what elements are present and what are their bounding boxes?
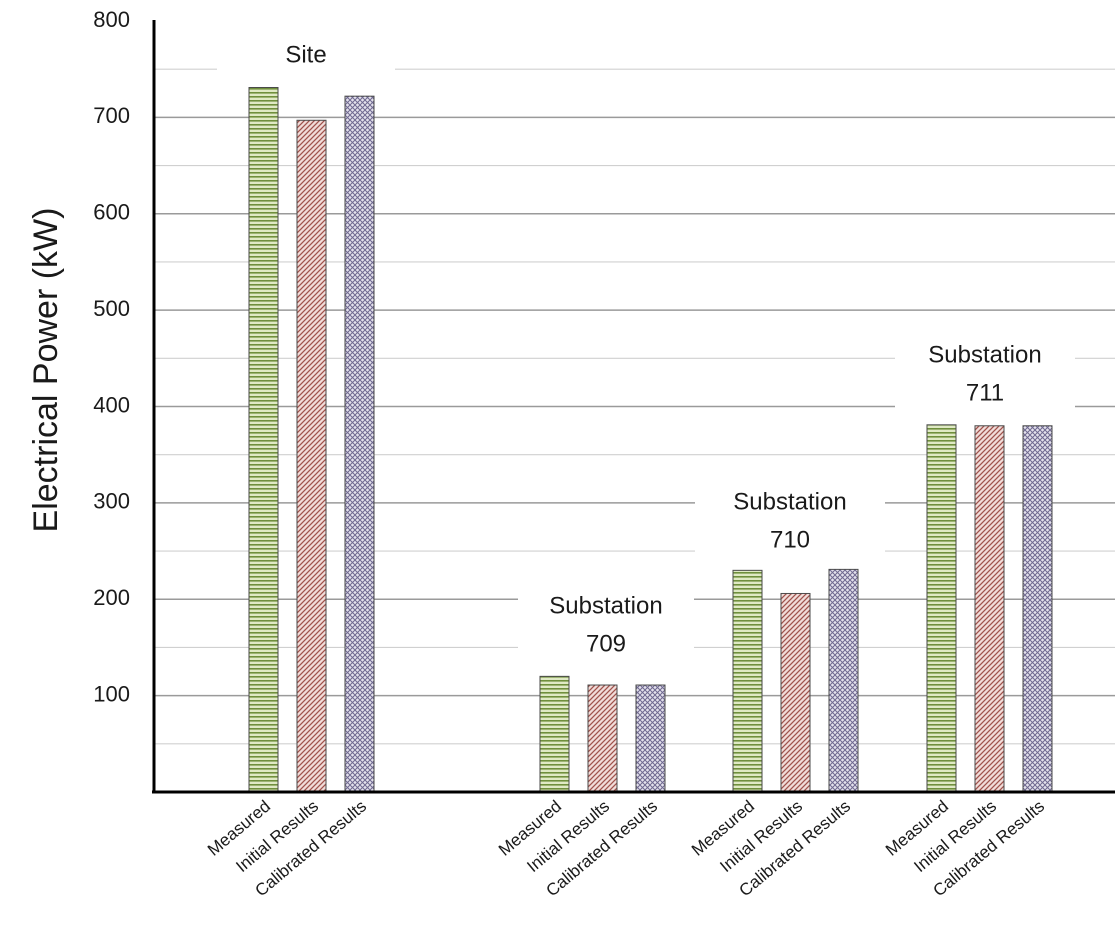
bar-calibrated-results <box>828 568 859 793</box>
group-label-backing <box>518 577 694 667</box>
group-label-backing <box>895 326 1075 416</box>
bar-measured <box>539 675 570 793</box>
group-labels: Site Substation 709 Substation 710 Substation… <box>217 32 1075 667</box>
y-tick-label: 300 <box>93 489 130 514</box>
bar-calibrated-results <box>344 95 375 793</box>
bar-initial-results <box>587 684 618 793</box>
bar-initial-results <box>974 425 1005 793</box>
y-tick-label: 200 <box>93 585 130 610</box>
bar-measured <box>926 424 957 793</box>
group-label-text: 710 <box>770 526 810 553</box>
y-tick-label: 600 <box>93 200 130 225</box>
y-tick-label: 700 <box>93 103 130 128</box>
y-tick-label: 500 <box>93 296 130 321</box>
y-tick-labels: 100 200 300 400 500 600 700 800 <box>93 7 130 707</box>
y-tick-label: 100 <box>93 681 130 706</box>
y-tick-label: 400 <box>93 392 130 417</box>
group-label-backing <box>695 473 885 563</box>
bars <box>248 86 1053 793</box>
group-label-text: 709 <box>586 630 626 657</box>
group-label-backing <box>217 32 395 72</box>
group-label-text: Site <box>285 41 326 68</box>
bar-initial-results <box>780 592 811 793</box>
bar-calibrated-results <box>635 684 666 793</box>
group-label-text: Substation <box>928 341 1041 368</box>
group-label-text: 711 <box>966 379 1004 406</box>
group-label-text: Substation <box>549 592 662 619</box>
y-tick-label: 800 <box>93 7 130 32</box>
group-label-text: Substation <box>733 488 846 515</box>
bar-measured <box>248 86 279 793</box>
bar-calibrated-results <box>1022 425 1053 793</box>
bar-measured <box>732 569 763 793</box>
bar-initial-results <box>296 119 327 793</box>
y-axis-label: Electrical Power (kW) <box>27 208 65 533</box>
